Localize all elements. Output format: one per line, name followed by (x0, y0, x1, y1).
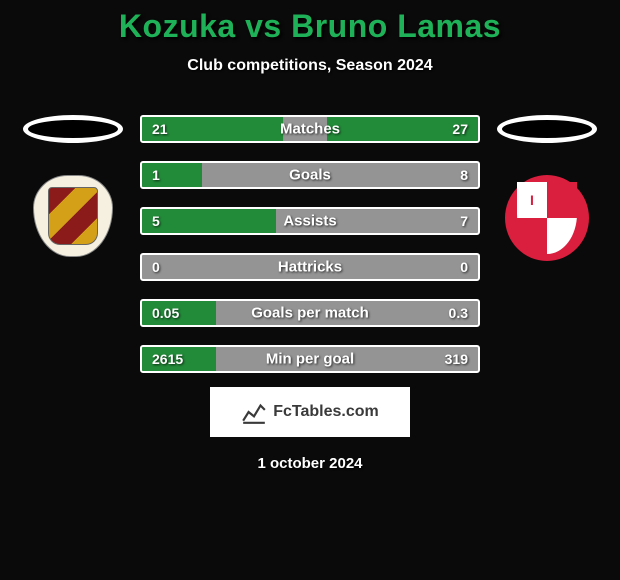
stat-left-value: 0.05 (152, 305, 179, 321)
content-row: 21 27 Matches 1 8 Goals 5 7 Assists 0 0 Hattricks 0.… (0, 115, 620, 373)
stat-left-value: 2615 (152, 351, 183, 367)
stat-bar: 0.05 0.3 Goals per match (140, 299, 480, 327)
stat-right-value: 0 (460, 259, 468, 275)
stat-label: Hattricks (278, 259, 342, 276)
stats-bars: 21 27 Matches 1 8 Goals 5 7 Assists 0 0 Hattricks 0.… (140, 115, 480, 373)
right-player-col: I (492, 115, 602, 261)
shield-quarters-icon: I (517, 182, 577, 254)
stat-label: Goals (289, 167, 331, 184)
stat-right-value: 8 (460, 167, 468, 183)
date-text: 1 october 2024 (0, 455, 620, 472)
stat-bar: 21 27 Matches (140, 115, 480, 143)
left-team-badge (33, 175, 113, 257)
comparison-container: Kozuka vs Bruno Lamas Club competitions,… (0, 0, 620, 472)
left-player-photo (23, 115, 123, 143)
stat-label: Assists (283, 213, 336, 230)
right-team-badge: I (505, 175, 589, 261)
stat-left-value: 0 (152, 259, 160, 275)
stat-label: Goals per match (251, 305, 369, 322)
stat-right-value: 27 (452, 121, 468, 137)
stat-left-value: 5 (152, 213, 160, 229)
subtitle: Club competitions, Season 2024 (0, 57, 620, 75)
chart-icon (241, 399, 267, 425)
stat-bar: 1 8 Goals (140, 161, 480, 189)
stat-left-value: 21 (152, 121, 168, 137)
stat-label: Matches (280, 121, 340, 138)
shield-crest-icon (48, 187, 98, 245)
right-player-photo (497, 115, 597, 143)
left-player-col (18, 115, 128, 257)
bar-left-fill (142, 209, 276, 233)
stat-bar: 5 7 Assists (140, 207, 480, 235)
footer-text: FcTables.com (273, 403, 379, 421)
page-title: Kozuka vs Bruno Lamas (0, 8, 620, 45)
stat-right-value: 0.3 (449, 305, 468, 321)
stat-right-value: 7 (460, 213, 468, 229)
stat-label: Min per goal (266, 351, 354, 368)
stat-right-value: 319 (445, 351, 468, 367)
footer-attribution[interactable]: FcTables.com (210, 387, 410, 437)
stat-left-value: 1 (152, 167, 160, 183)
stat-bar: 2615 319 Min per goal (140, 345, 480, 373)
stat-bar: 0 0 Hattricks (140, 253, 480, 281)
